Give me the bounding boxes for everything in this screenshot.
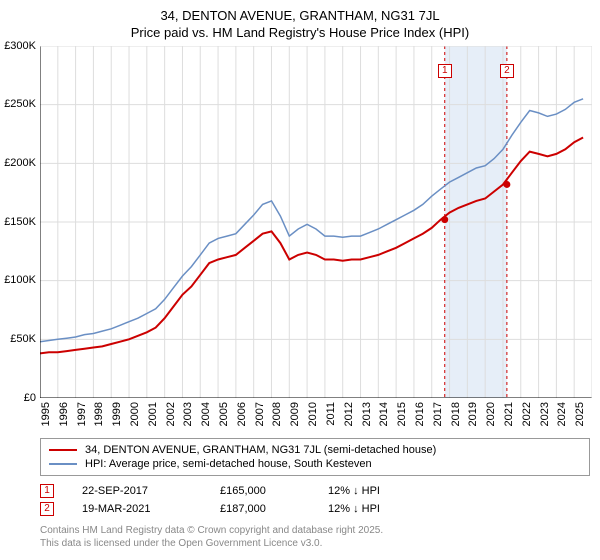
legend-label: HPI: Average price, semi-detached house,…: [85, 458, 372, 470]
x-tick-label: 1997: [76, 402, 88, 426]
x-tick-label: 2013: [361, 402, 373, 426]
x-tick-label: 2005: [218, 402, 230, 426]
x-tick-label: 2008: [271, 402, 283, 426]
y-axis: £0£50K£100K£150K£200K£250K£300K: [0, 46, 38, 398]
x-tick-label: 2000: [129, 402, 141, 426]
marker-date: 22-SEP-2017: [82, 485, 192, 497]
marker-price: £165,000: [220, 485, 300, 497]
legend-swatch: [49, 463, 77, 465]
x-tick-label: 2022: [521, 402, 533, 426]
marker-hpi-delta: 12% ↓ HPI: [328, 485, 418, 497]
chart-sale-marker: 1: [438, 64, 452, 78]
marker-number-box: 2: [40, 502, 54, 516]
chart-title-line2: Price paid vs. HM Land Registry's House …: [0, 25, 600, 42]
marker-price: £187,000: [220, 503, 300, 515]
x-tick-label: 1995: [40, 402, 52, 426]
x-tick-label: 2009: [289, 402, 301, 426]
legend-box: 34, DENTON AVENUE, GRANTHAM, NG31 7JL (s…: [40, 438, 590, 476]
footer-line1: Contains HM Land Registry data © Crown c…: [40, 524, 590, 537]
x-tick-label: 2007: [254, 402, 266, 426]
marker-number-box: 1: [40, 484, 54, 498]
x-tick-label: 2006: [236, 402, 248, 426]
x-tick-label: 2003: [182, 402, 194, 426]
x-tick-label: 2015: [396, 402, 408, 426]
x-tick-label: 2020: [485, 402, 497, 426]
x-tick-label: 2004: [200, 402, 212, 426]
x-tick-label: 2016: [414, 402, 426, 426]
x-tick-label: 2010: [307, 402, 319, 426]
x-tick-label: 2025: [574, 402, 586, 426]
x-tick-label: 2019: [467, 402, 479, 426]
chart-container: 34, DENTON AVENUE, GRANTHAM, NG31 7JL Pr…: [0, 0, 600, 560]
y-tick-label: £100K: [4, 274, 36, 286]
y-tick-label: £200K: [4, 157, 36, 169]
legend-row: HPI: Average price, semi-detached house,…: [49, 457, 581, 471]
x-tick-label: 2001: [147, 402, 159, 426]
marker-table: 1 22-SEP-2017 £165,000 12% ↓ HPI 2 19-MAR-202…: [40, 482, 590, 518]
x-tick-label: 2002: [165, 402, 177, 426]
x-tick-label: 2011: [325, 402, 337, 426]
x-tick-label: 2018: [450, 402, 462, 426]
x-tick-label: 2024: [556, 402, 568, 426]
marker-row: 1 22-SEP-2017 £165,000 12% ↓ HPI: [40, 482, 590, 500]
footer-attribution: Contains HM Land Registry data © Crown c…: [40, 524, 590, 550]
chart-sale-marker: 2: [500, 64, 514, 78]
marker-hpi-delta: 12% ↓ HPI: [328, 503, 418, 515]
y-tick-label: £300K: [4, 40, 36, 52]
legend-label: 34, DENTON AVENUE, GRANTHAM, NG31 7JL (s…: [85, 444, 436, 456]
chart-plot-area: £0£50K£100K£150K£200K£250K£300K 12: [40, 46, 592, 398]
legend-swatch: [49, 449, 77, 451]
x-tick-label: 1996: [58, 402, 70, 426]
footer-line2: This data is licensed under the Open Gov…: [40, 537, 590, 550]
x-tick-label: 1998: [93, 402, 105, 426]
x-tick-label: 1999: [111, 402, 123, 426]
y-tick-label: £0: [24, 392, 36, 404]
y-tick-label: £50K: [10, 333, 36, 345]
y-tick-label: £150K: [4, 216, 36, 228]
x-tick-label: 2021: [503, 402, 515, 426]
y-tick-label: £250K: [4, 98, 36, 110]
x-tick-label: 2014: [378, 402, 390, 426]
chart-svg: [40, 46, 592, 398]
x-tick-label: 2023: [539, 402, 551, 426]
marker-row: 2 19-MAR-2021 £187,000 12% ↓ HPI: [40, 500, 590, 518]
x-axis: 1995 1996 1997 1998 1999 2000 2001 2002 2003 2004…: [40, 398, 592, 434]
chart-title-line1: 34, DENTON AVENUE, GRANTHAM, NG31 7JL: [0, 0, 600, 25]
marker-date: 19-MAR-2021: [82, 503, 192, 515]
x-tick-label: 2017: [432, 402, 444, 426]
legend-row: 34, DENTON AVENUE, GRANTHAM, NG31 7JL (s…: [49, 443, 581, 457]
x-tick-label: 2012: [343, 402, 355, 426]
